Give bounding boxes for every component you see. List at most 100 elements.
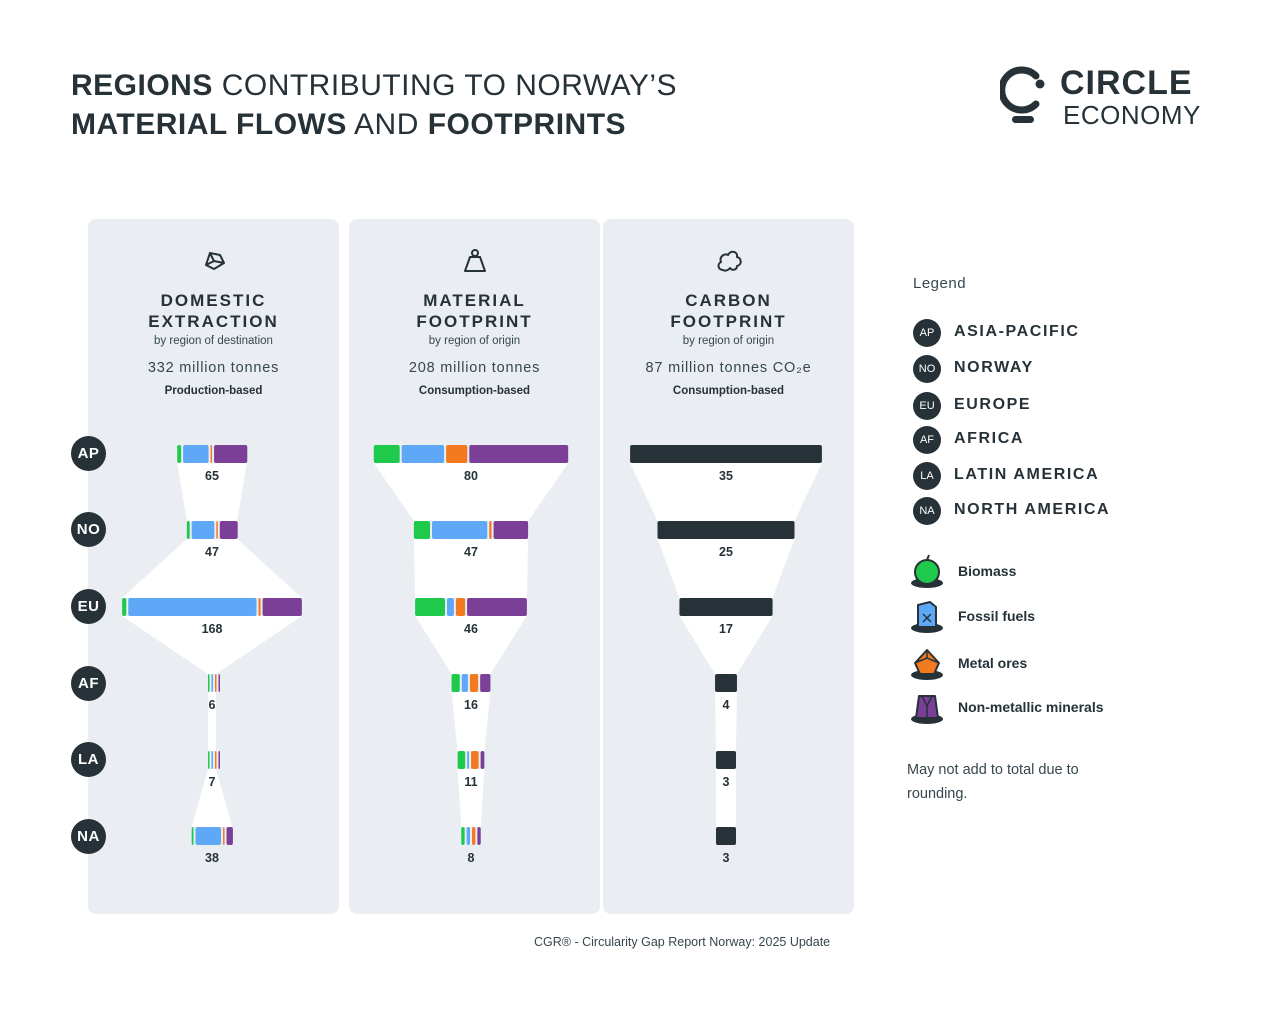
bar-segment-biomass <box>457 751 466 769</box>
legend-region-code: LA <box>913 462 941 490</box>
panel-title-line2: EXTRACTION <box>148 312 279 331</box>
panel-title-line1: DOMESTIC <box>160 291 267 310</box>
bar-segment-metal-ores <box>216 521 218 539</box>
panel-title-line2: FOOTPRINT <box>670 312 787 331</box>
legend-region-code: NO <box>913 355 941 383</box>
bar-segment-biomass <box>186 521 190 539</box>
bar-segment-fossil-fuels <box>183 445 209 463</box>
flow-connector <box>716 769 736 827</box>
flow-connector <box>122 616 302 674</box>
region-label-la: LA <box>71 742 106 777</box>
legend-region-code: AF <box>913 426 941 454</box>
bar-segment-non-metallic-minerals <box>480 674 491 692</box>
panel-subtitle: by region of destination <box>154 335 273 347</box>
panel-basis: Consumption-based <box>672 385 785 397</box>
bar-segment-non-metallic-minerals <box>226 827 233 845</box>
rock-icon <box>204 252 225 270</box>
apple-icon <box>911 554 943 588</box>
bar-carbon <box>630 445 822 463</box>
legend-region-name: NORWAY <box>954 359 1034 376</box>
bar-segment-non-metallic-minerals <box>218 751 220 769</box>
region-label-ap: AP <box>71 436 106 471</box>
bar-segment-metal-ores <box>215 751 217 769</box>
bar-segment-fossil-fuels <box>401 445 445 463</box>
bar-segment-fossil-fuels <box>128 598 257 616</box>
region-label-af: AF <box>71 666 106 701</box>
bar-carbon <box>716 751 736 769</box>
legend-region-code: NA <box>913 497 941 525</box>
bar-segment-fossil-fuels <box>211 751 213 769</box>
bar-segment-fossil-fuels <box>461 674 468 692</box>
bar-carbon <box>657 521 795 539</box>
bar-segment-fossil-fuels <box>466 827 470 845</box>
legend-region-name: AFRICA <box>954 430 1025 447</box>
rounding-note: May not add to total due to rounding. <box>907 762 1079 802</box>
bar-segment-metal-ores <box>258 598 261 616</box>
bar-carbon <box>715 674 737 692</box>
bar-segment-metal-ores <box>215 674 217 692</box>
data-label: 8 <box>468 851 475 865</box>
bar-segment-non-metallic-minerals <box>467 598 527 616</box>
weight-icon <box>463 249 486 272</box>
bar-segment-biomass <box>191 827 194 845</box>
bar-segment-metal-ores <box>446 445 468 463</box>
cloud-icon <box>717 250 742 272</box>
legend-region-code: AP <box>913 319 941 347</box>
bar-carbon <box>679 598 773 616</box>
data-label: 168 <box>202 622 223 636</box>
circle-economy-logo: CIRCLE ECONOMY <box>1000 64 1210 130</box>
panel-title-line1: MATERIAL <box>423 291 526 310</box>
flow-connector <box>451 692 491 751</box>
panel-title-line2: FOOTPRINT <box>416 312 533 331</box>
panel-total: 87 million tonnes CO₂e <box>645 360 812 376</box>
data-label: 3 <box>723 851 730 865</box>
bar-segment-biomass <box>208 674 210 692</box>
panel-subtitle: by region of origin <box>682 335 775 347</box>
legend-material-label: Fossil fuels <box>958 608 1036 624</box>
flow-connector <box>657 539 795 598</box>
panel-basis: Consumption-based <box>418 385 531 397</box>
legend-material-label: Metal ores <box>958 655 1028 671</box>
bar-segment-non-metallic-minerals <box>480 751 485 769</box>
flow-connector <box>177 463 247 521</box>
title-and: AND <box>346 108 428 141</box>
region-label-no: NO <box>71 512 106 547</box>
bar-segment-metal-ores <box>489 521 492 539</box>
bar-segment-biomass <box>177 445 182 463</box>
bar-segment-fossil-fuels <box>211 674 213 692</box>
legend-region-name: ASIA-PACIFIC <box>954 323 1080 340</box>
bar-segment-non-metallic-minerals <box>218 674 220 692</box>
data-label: 80 <box>464 469 478 483</box>
flow-connector <box>191 769 233 827</box>
logo-icon <box>1000 66 1045 123</box>
data-label: 3 <box>723 775 730 789</box>
bar-segment-non-metallic-minerals <box>477 827 481 845</box>
panel-total: 332 million tonnes <box>147 360 280 376</box>
data-label: 16 <box>464 698 478 712</box>
flow-connector <box>415 616 527 674</box>
bar-segment-biomass <box>413 521 431 539</box>
mineral-icon <box>911 695 943 724</box>
bar-carbon <box>716 827 736 845</box>
region-label-na: NA <box>71 819 106 854</box>
jerrycan-icon <box>911 601 943 633</box>
logo-text-economy: ECONOMY <box>1063 100 1201 130</box>
legend-region-name: LATIN AMERICA <box>954 466 1100 483</box>
data-label: 11 <box>464 775 477 789</box>
flow-connector <box>122 539 302 598</box>
panel-total: 208 million tonnes <box>408 360 541 376</box>
data-label: 47 <box>464 545 478 559</box>
data-label: 38 <box>205 851 219 865</box>
title-line1-rest: CONTRIBUTING TO NORWAY’S <box>212 69 678 102</box>
panel-basis: Production-based <box>164 385 263 397</box>
bar-segment-non-metallic-minerals <box>219 521 238 539</box>
logo-text-circle: CIRCLE <box>1060 64 1193 102</box>
data-label: 46 <box>464 622 478 636</box>
bar-segment-metal-ores <box>469 674 479 692</box>
title-footprints: FOOTPRINTS <box>427 108 627 141</box>
bar-segment-metal-ores <box>455 598 466 616</box>
bar-segment-non-metallic-minerals <box>469 445 569 463</box>
flow-connector <box>413 539 529 598</box>
bar-segment-fossil-fuels <box>467 751 470 769</box>
